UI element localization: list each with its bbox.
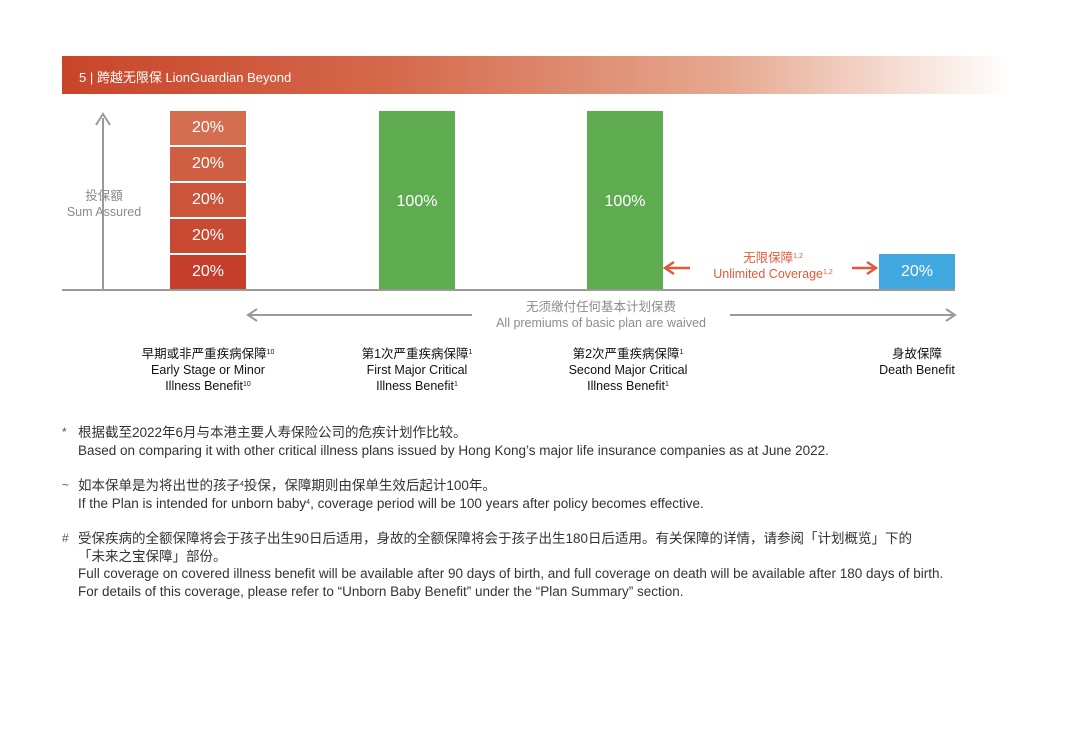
footnote-tilde: ~ 如本保单是为将出世的孩子4投保，保障期则由保单生效后起计100年。 If t… (62, 477, 1022, 512)
second-major-bar: 100% (587, 111, 663, 289)
premium-waived-label: 无须缴付任何基本计划保费 All premiums of basic plan … (472, 299, 730, 331)
first-major-bar: 100% (379, 111, 455, 289)
footnote-cn: 根据截至2022年6月与本港主要人寿保险公司的危疾计划作比较。 (78, 425, 467, 440)
footnote-asterisk: * 根据截至2022年6月与本港主要人寿保险公司的危疾计划作比较。 Based … (62, 424, 1022, 459)
sum-assured-label: 投保額 Sum Assured (55, 188, 153, 220)
footnote-mark: ~ (62, 478, 70, 492)
bar-segment: 20% (170, 219, 246, 253)
footnote-en: Based on comparing it with other critica… (78, 442, 829, 458)
unlimited-right-arrow-icon (852, 260, 879, 276)
footnote-hash: # 受保疾病的全额保障将会于孩子出生90日后适用，身故的全额保障将会于孩子出生1… (62, 530, 1022, 600)
unlimited-coverage-cn: 无限保障1,2 (743, 251, 803, 265)
footnote-en: If the Plan is intended for unborn baby4… (78, 495, 704, 511)
footnote-cn-line2: 「未来之宝保障」部份。 (78, 548, 227, 564)
unlimited-left-arrow-icon (662, 260, 690, 276)
unlimited-coverage-label: 无限保障1,2 Unlimited Coverage1,2 (695, 250, 851, 282)
unlimited-coverage-en: Unlimited Coverage1,2 (713, 267, 833, 281)
death-benefit-bar-value: 20% (900, 262, 934, 280)
footnotes: * 根据截至2022年6月与本港主要人寿保险公司的危疾计划作比较。 Based … (62, 424, 1022, 600)
footnote-en-line2: For details of this coverage, please ref… (78, 583, 684, 599)
sum-assured-label-cn: 投保額 (85, 189, 123, 203)
footnote-cn: 如本保单是为将出世的孩子4投保，保障期则由保单生效后起计100年。 (78, 478, 496, 493)
second-major-bar-value: 100% (604, 193, 646, 210)
footnote-en-line1: Full coverage on covered illness benefit… (78, 566, 944, 581)
sum-assured-label-en: Sum Assured (66, 205, 142, 219)
bar-segment: 20% (170, 111, 246, 145)
footnote-cn-line1: 受保疾病的全额保障将会于孩子出生90日后适用，身故的全额保障将会于孩子出生180… (78, 531, 913, 546)
premium-waived-cn: 无须缴付任何基本计划保费 (525, 300, 676, 314)
chart-baseline (62, 289, 955, 291)
bar-segment: 20% (170, 255, 246, 289)
category-first-major: 第1次严重疾病保障1 First Major Critical Illness … (361, 347, 473, 393)
category-early-stage: 早期或非严重疾病保障10 Early Stage or Minor Illnes… (141, 347, 275, 393)
bar-segment: 20% (170, 183, 246, 217)
footnote-mark: * (62, 425, 67, 439)
first-major-bar-value: 100% (396, 193, 438, 210)
footnote-mark: # (62, 531, 69, 545)
page-header-title: 5 | 跨越无限保 LionGuardian Beyond (79, 70, 292, 85)
page-header-band: 5 | 跨越无限保 LionGuardian Beyond (62, 56, 1010, 94)
death-benefit-bar: 20% (879, 254, 955, 289)
bar-segment: 20% (170, 147, 246, 181)
sum-assured-axis-arrow (95, 112, 111, 289)
category-second-major: 第2次严重疾病保障1 Second Major Critical Illness… (568, 347, 688, 393)
premium-waived-double-arrow (246, 308, 957, 322)
premium-waived-en: All premiums of basic plan are waived (496, 316, 706, 330)
category-death-benefit: 身故保障 Death Benefit (879, 347, 955, 377)
